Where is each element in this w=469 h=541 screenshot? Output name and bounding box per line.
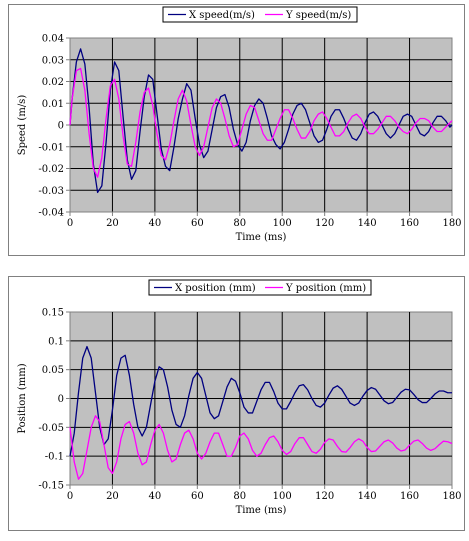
y-tick-label: 0.02 xyxy=(42,77,64,88)
y-tick-label: 0.1 xyxy=(48,336,64,347)
y-tick-label: -0.01 xyxy=(38,142,64,153)
legend-entry: X position (mm) xyxy=(175,283,256,294)
x-tick-label: 180 xyxy=(442,491,461,502)
x-tick-label: 100 xyxy=(273,491,292,502)
legend-entry: Y speed(m/s) xyxy=(285,10,351,21)
x-tick-label: 120 xyxy=(315,491,334,502)
x-tick-label: 120 xyxy=(315,218,334,229)
x-tick-label: 140 xyxy=(358,218,377,229)
y-tick-labels: -0.15 -0.1 -0.05 0 0.05 0.1 0.15 xyxy=(38,308,70,492)
x-tick-label: 180 xyxy=(442,218,461,229)
series-line-y xyxy=(69,67,453,178)
x-tick-label: 60 xyxy=(191,218,204,229)
y-tick-label: 0.01 xyxy=(42,99,64,110)
y-tick-label: -0.1 xyxy=(45,452,64,463)
speed-chart-panel: X speed(m/s) Y speed(m/s) 0 20 40 60 80 100 120 1… xyxy=(8,4,465,256)
x-tick-labels: 0 20 40 60 80 100 120 140 160 180 xyxy=(67,212,462,229)
y-tick-labels: -0.04 -0.03 -0.02 -0.01 0 0.01 0.02 0.03 0.04 xyxy=(38,34,70,219)
position-chart-panel: X position (mm) Y position (mm) 0 20 40 60 80 1… xyxy=(8,276,465,531)
series-line-x xyxy=(69,345,452,457)
legend-box xyxy=(162,6,358,23)
x-tick-label: 140 xyxy=(358,491,377,502)
x-tick-label: 0 xyxy=(67,218,73,229)
legend: X position (mm) Y position (mm) xyxy=(148,279,372,296)
x-tick-labels: 0 20 40 60 80 100 120 140 160 180 xyxy=(67,485,462,502)
gridlines xyxy=(70,38,452,212)
x-tick-label: 20 xyxy=(106,491,119,502)
y-tick-label: -0.15 xyxy=(38,481,64,492)
position-chart: X position (mm) Y position (mm) 0 20 40 60 80 1… xyxy=(17,279,462,516)
series-line-x xyxy=(69,48,453,194)
series-line-y xyxy=(69,415,453,480)
y-tick-label: -0.05 xyxy=(38,423,64,434)
speed-chart: X speed(m/s) Y speed(m/s) 0 20 40 60 80 100 120 1… xyxy=(17,6,462,243)
y-tick-label: 0.03 xyxy=(42,55,64,66)
y-tick-label: 0.05 xyxy=(42,365,64,376)
x-axis-title: Time (ms) xyxy=(236,232,287,243)
legend-entry: Y position (mm) xyxy=(285,283,366,294)
x-tick-label: 0 xyxy=(67,491,73,502)
x-tick-label: 60 xyxy=(191,491,204,502)
x-tick-label: 40 xyxy=(149,218,162,229)
x-tick-label: 80 xyxy=(233,491,246,502)
x-tick-label: 40 xyxy=(149,491,162,502)
x-tick-label: 160 xyxy=(400,491,419,502)
y-tick-label: 0.04 xyxy=(42,34,64,45)
x-tick-label: 80 xyxy=(233,218,246,229)
legend: X speed(m/s) Y speed(m/s) xyxy=(162,6,358,23)
y-axis-title: Speed (m/s) xyxy=(17,95,28,156)
y-tick-label: 0 xyxy=(58,394,64,405)
x-axis-title: Time (ms) xyxy=(236,505,287,516)
y-tick-label: -0.02 xyxy=(38,164,64,175)
legend-entry: X speed(m/s) xyxy=(189,10,255,21)
y-tick-label: 0.15 xyxy=(42,308,64,319)
y-tick-label: 0 xyxy=(58,121,64,132)
x-tick-label: 20 xyxy=(106,218,119,229)
legend-box xyxy=(148,279,372,296)
x-tick-label: 100 xyxy=(273,218,292,229)
x-tick-label: 160 xyxy=(400,218,419,229)
y-tick-label: -0.03 xyxy=(38,186,64,197)
y-tick-label: -0.04 xyxy=(38,208,64,219)
y-axis-title: Position (mm) xyxy=(17,363,28,433)
gridlines xyxy=(70,312,452,485)
